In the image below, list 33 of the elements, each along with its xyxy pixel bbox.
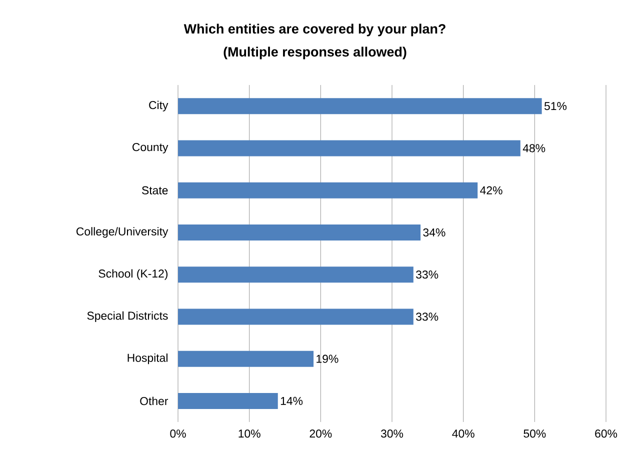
y-tick-label: Hospital (128, 353, 168, 364)
x-tick-label: 50% (524, 430, 546, 438)
y-tick-label: Other (140, 396, 168, 406)
chart-subtitle: (Multiple responses allowed) (224, 46, 406, 60)
data-label: 14% (280, 396, 303, 405)
x-tick-label: 60% (595, 430, 618, 438)
data-label: 33% (416, 312, 438, 321)
x-tick-label: 30% (380, 430, 404, 438)
x-tick-label: 20% (310, 430, 332, 438)
x-tick-label: 40% (452, 430, 474, 438)
chart-title: Which entities are covered by your plan? (184, 24, 446, 36)
bar (178, 182, 478, 198)
y-tick-label: County (132, 143, 168, 154)
y-tick-label: Special Districts (87, 311, 168, 322)
x-tick-label: 10% (238, 430, 260, 438)
bar (178, 266, 414, 283)
bar (178, 140, 520, 156)
bar (178, 224, 421, 240)
bar (178, 98, 542, 114)
data-label: 33% (416, 270, 438, 279)
data-label: 19% (316, 354, 338, 363)
data-label: 42% (480, 186, 502, 194)
bar (178, 350, 314, 367)
data-label: 34% (423, 228, 446, 236)
y-tick-label: City (149, 100, 168, 112)
data-label: 48% (522, 144, 546, 152)
bar (178, 308, 414, 325)
y-tick-label: State (142, 186, 168, 194)
y-tick-label: School (K-12) (98, 269, 168, 280)
x-tick-label: 0% (170, 430, 186, 438)
y-tick-label: College/University (76, 227, 168, 238)
bar (178, 392, 278, 409)
data-label: 51% (544, 102, 567, 110)
